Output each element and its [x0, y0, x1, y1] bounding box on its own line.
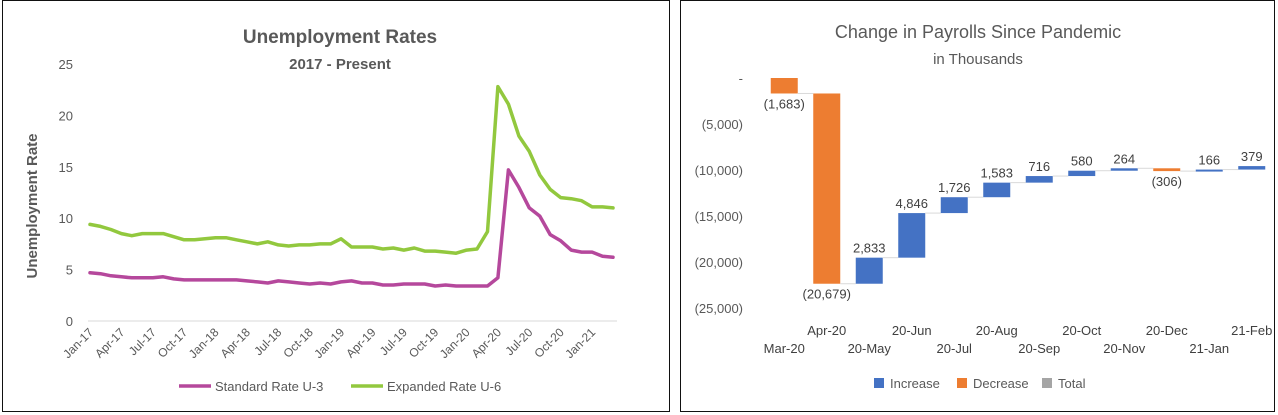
legend-label: Decrease [973, 376, 1029, 391]
x-tick-label: Jul-20 [502, 325, 535, 358]
legend-label: Standard Rate U-3 [215, 379, 323, 394]
x-category-label: 20-Dec [1146, 323, 1188, 338]
data-label: 166 [1198, 153, 1220, 168]
x-category-label: 20-Jun [892, 323, 932, 338]
waterfall-bar [770, 78, 798, 94]
data-label: 1,583 [980, 166, 1013, 181]
y-tick-label: 0 [66, 314, 73, 329]
waterfall-bar [855, 257, 883, 284]
x-tick-label: Jan-18 [186, 325, 222, 361]
data-label: 1,726 [938, 180, 971, 195]
x-category-label: 20-May [848, 341, 892, 356]
x-tick-label: Jul-18 [251, 325, 284, 358]
x-tick-label: Oct-18 [280, 325, 316, 361]
legend-swatch [874, 378, 884, 388]
chart-title: Unemployment Rates [243, 27, 437, 48]
waterfall-bar [1238, 166, 1266, 170]
x-category-label: Apr-20 [807, 323, 846, 338]
data-label: (1,683) [764, 96, 805, 111]
y-tick-label: 5 [66, 263, 73, 278]
series-line [88, 84, 615, 255]
x-category-label: 20-Nov [1103, 341, 1145, 356]
x-category-label: 21-Jan [1189, 341, 1229, 356]
data-label: (306) [1152, 174, 1182, 189]
x-tick-label: Jul-19 [377, 325, 410, 358]
legend-swatch [1042, 378, 1052, 388]
x-tick-label: Jan-20 [437, 325, 473, 361]
waterfall-bar [940, 197, 968, 214]
x-tick-label: Jan-19 [311, 325, 347, 361]
y-tick-label: (20,000) [695, 255, 743, 270]
data-label: 2,833 [853, 241, 886, 256]
waterfall-bar [1110, 168, 1138, 171]
x-tick-label: Oct-17 [155, 325, 191, 361]
waterfall-bar [983, 182, 1011, 198]
waterfall-bar [1025, 176, 1053, 183]
payrolls-chart-panel: Change in Payrolls Since Pandemic in Tho… [680, 0, 1275, 412]
waterfall-bar [813, 93, 841, 284]
y-tick-label: (25,000) [695, 301, 743, 316]
x-category-label: 20-Jul [937, 341, 973, 356]
y-tick-label: (15,000) [695, 209, 743, 224]
x-category-label: 21-Feb [1231, 323, 1272, 338]
series-line [88, 168, 615, 288]
chart-subtitle: 2017 - Present [289, 56, 391, 73]
data-label: 4,846 [895, 196, 928, 211]
x-tick-label: Apr-17 [92, 325, 128, 361]
data-label: 580 [1071, 154, 1093, 169]
x-tick-label: Apr-20 [469, 325, 505, 361]
x-tick-label: Oct-20 [531, 325, 567, 361]
data-label: 379 [1241, 149, 1263, 164]
y-tick-label: (10,000) [695, 163, 743, 178]
y-axis-label: Unemployment Rate [24, 133, 41, 278]
legend-label: Increase [890, 376, 940, 391]
x-category-label: 20-Aug [976, 323, 1018, 338]
x-tick-label: Oct-19 [406, 325, 442, 361]
y-tick-label: - [739, 71, 743, 86]
x-tick-label: Jan-21 [562, 325, 598, 361]
data-label: 716 [1028, 159, 1050, 174]
y-tick-label: 25 [59, 57, 73, 72]
legend-swatch [957, 378, 967, 388]
x-tick-label: Jul-17 [126, 325, 159, 358]
waterfall-bar [1195, 169, 1223, 172]
chart-subtitle: in Thousands [933, 51, 1023, 68]
payrolls-waterfall-chart: Change in Payrolls Since Pandemic in Tho… [695, 22, 1273, 391]
x-category-label: Mar-20 [764, 341, 805, 356]
x-tick-label: Apr-18 [218, 325, 254, 361]
x-tick-label: Apr-19 [343, 325, 379, 361]
y-tick-label: 10 [59, 211, 73, 226]
y-tick-label: (5,000) [702, 117, 743, 132]
unemployment-chart-panel: Unemployment Rates 2017 - Present Unempl… [2, 0, 670, 412]
data-label: (20,679) [803, 287, 851, 302]
x-category-label: 20-Oct [1062, 323, 1101, 338]
waterfall-bar [1153, 168, 1181, 172]
legend-label: Expanded Rate U-6 [387, 379, 501, 394]
waterfall-bar [1068, 170, 1096, 177]
x-category-label: 20-Sep [1018, 341, 1060, 356]
unemployment-chart: Unemployment Rates 2017 - Present Unempl… [24, 27, 617, 394]
waterfall-bar [898, 213, 926, 258]
legend-label: Total [1058, 376, 1086, 391]
data-label: 264 [1113, 151, 1135, 166]
y-tick-label: 15 [59, 160, 73, 175]
y-tick-label: 20 [59, 108, 73, 123]
chart-title: Change in Payrolls Since Pandemic [835, 22, 1121, 42]
x-tick-label: Jan-17 [60, 325, 96, 361]
